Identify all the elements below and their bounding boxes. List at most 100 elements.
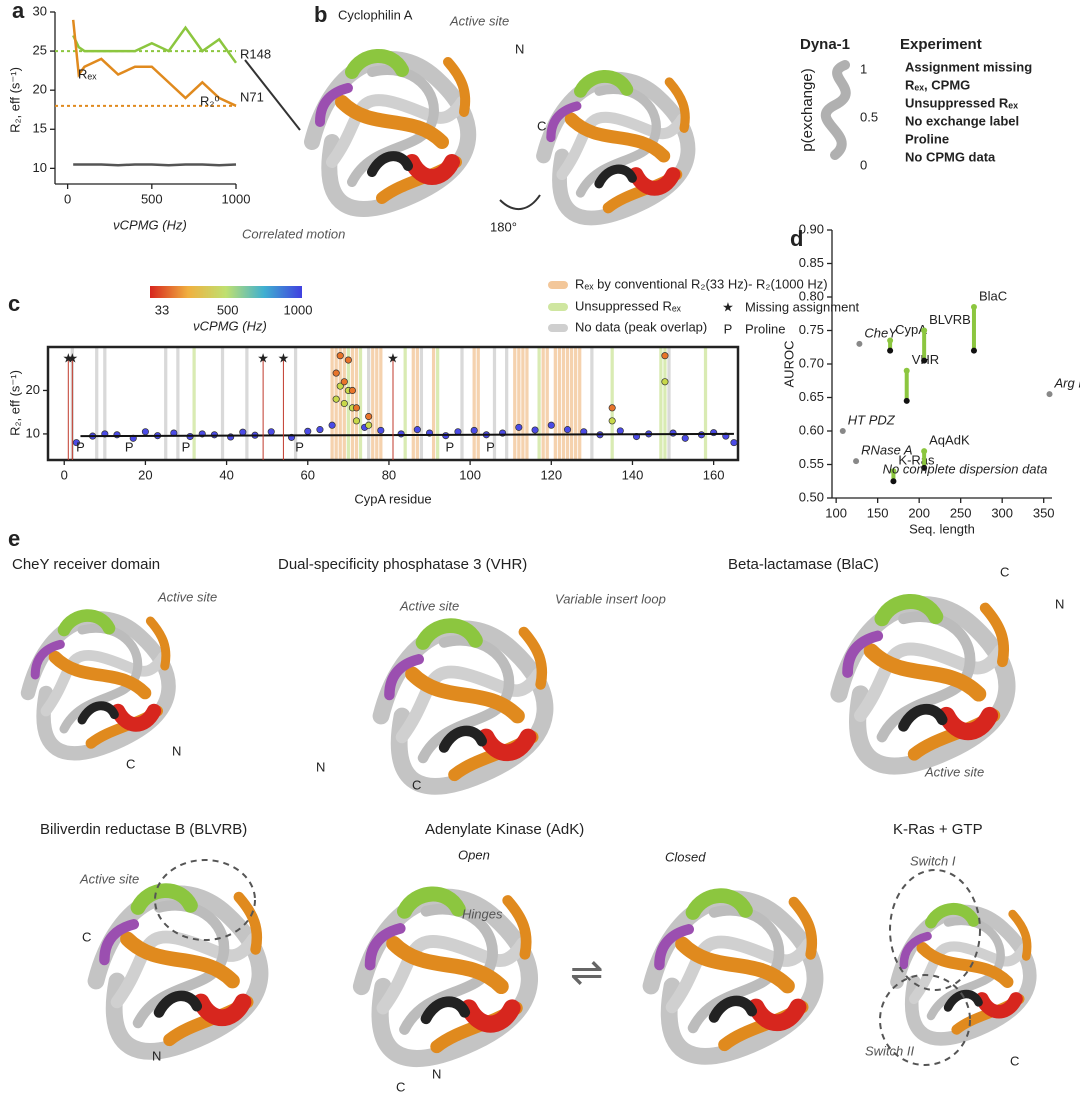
point	[661, 378, 669, 386]
label: Hinges	[462, 906, 503, 921]
legend-entry: Unsuppressed Rₑₓ	[905, 95, 1018, 110]
band	[371, 347, 375, 460]
y-tick-label: 0.80	[799, 288, 824, 303]
point-label: CypA	[895, 322, 927, 337]
point	[397, 430, 405, 438]
outline	[889, 869, 981, 991]
label: Active site	[79, 871, 139, 886]
title: Dual-specificity phosphatase 3 (VHR)	[278, 556, 527, 573]
arrow	[244, 59, 301, 131]
end-point	[970, 347, 977, 354]
legend-label: p(exchange)	[799, 68, 816, 151]
label: Switch II	[865, 1043, 915, 1058]
point-label: CheY	[864, 325, 898, 340]
colorbar-tick: 500	[217, 302, 239, 317]
label: C	[537, 118, 546, 133]
arrow	[499, 194, 541, 210]
series-line	[72, 25, 238, 64]
y-tick-label: 10	[33, 160, 47, 175]
point	[340, 399, 348, 408]
x-tick-label: 60	[301, 467, 315, 482]
label: Active site	[157, 589, 217, 604]
band	[578, 347, 582, 460]
band	[537, 347, 541, 460]
point-label: AqAdK	[929, 433, 970, 448]
structure	[96, 891, 260, 1052]
proline-marker: P	[295, 439, 304, 454]
point	[890, 468, 897, 475]
title: Adenylate Kinase (AdK)	[425, 821, 584, 838]
x-tick-label: 300	[991, 505, 1013, 520]
point	[887, 337, 894, 344]
point	[616, 427, 624, 435]
label: Active site	[399, 598, 459, 613]
y-axis-label: R₂, eff (s⁻¹)	[7, 67, 22, 133]
band	[517, 347, 521, 460]
point	[304, 427, 312, 435]
band	[460, 347, 464, 460]
point	[853, 458, 860, 465]
point	[903, 367, 910, 374]
band	[569, 347, 574, 460]
band	[334, 347, 338, 460]
label: 180°	[490, 219, 517, 234]
band	[545, 347, 549, 460]
point-label: Arg Kin	[1054, 376, 1080, 391]
structure	[362, 894, 530, 1059]
label: Correlated motion	[242, 226, 345, 241]
missing-star: ★	[257, 350, 269, 365]
annotation: No complete dispersion data	[883, 461, 1048, 476]
point	[336, 352, 344, 360]
label: C	[1010, 1053, 1019, 1068]
label: N	[1055, 596, 1064, 611]
panel-label: e	[8, 526, 20, 551]
x-tick-label: 160	[703, 467, 725, 482]
panel-b: Cyclophilin A Active site Correlated mot…	[242, 7, 1032, 241]
band	[703, 347, 708, 460]
legend-swatch	[548, 303, 568, 311]
band	[245, 347, 249, 460]
structure	[312, 56, 468, 209]
colorbar-tick: 33	[155, 302, 169, 317]
y-tick-label: 0.70	[799, 355, 824, 370]
band	[338, 347, 342, 460]
band	[431, 347, 436, 460]
band	[220, 347, 225, 460]
legend-marker: P	[724, 321, 733, 336]
band	[553, 347, 557, 460]
band	[176, 347, 180, 460]
band	[403, 347, 407, 460]
x-tick-label: 200	[908, 505, 930, 520]
legend-title: Dyna-1	[800, 36, 850, 53]
end-point	[887, 347, 894, 354]
point	[113, 431, 121, 439]
point	[365, 412, 373, 421]
structure	[381, 626, 545, 787]
y-tick-label: 25	[33, 43, 47, 58]
colorbar	[150, 286, 302, 298]
x-axis-label: CypA residue	[354, 491, 431, 506]
point	[608, 417, 616, 425]
band	[330, 347, 334, 460]
point	[608, 404, 616, 412]
x-tick-label: 1000	[222, 191, 251, 206]
band	[367, 347, 371, 460]
point	[547, 421, 555, 429]
y-tick-label: 0.55	[799, 456, 824, 471]
legend-helix	[820, 60, 851, 160]
point	[970, 304, 977, 311]
panel-label: b	[314, 2, 327, 27]
band	[492, 347, 497, 460]
legend-tick: 1	[860, 61, 867, 76]
point	[267, 428, 275, 436]
band	[379, 347, 383, 460]
point	[141, 428, 149, 436]
point	[352, 404, 361, 412]
point	[365, 421, 373, 429]
point	[669, 429, 677, 437]
band	[95, 347, 99, 460]
point	[377, 426, 385, 434]
structure	[897, 909, 1030, 1039]
